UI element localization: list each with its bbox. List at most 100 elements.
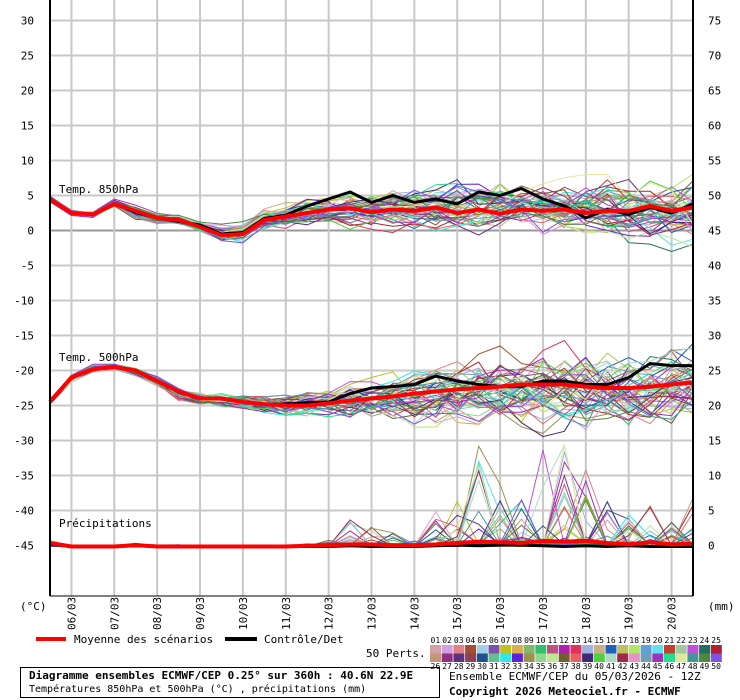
member-swatch (628, 653, 640, 662)
member-swatch (535, 653, 547, 662)
member-number: 05 (477, 636, 487, 645)
member-swatch (582, 653, 594, 662)
left-tick-label: -5 (21, 260, 34, 273)
member-number: 19 (641, 636, 651, 645)
date-tick-label: 17/03 (537, 597, 550, 630)
member-swatch (500, 645, 512, 654)
run-info: Ensemble ECMWF/CEP du 05/03/2026 - 12Z (449, 670, 701, 683)
member-number: 46 (665, 662, 675, 671)
member-swatch (628, 645, 640, 654)
member-swatch (488, 653, 500, 662)
member-swatch (699, 645, 711, 654)
member-number: 35 (536, 662, 546, 671)
member-number: 39 (583, 662, 593, 671)
member-swatch (640, 645, 652, 654)
date-tick-label: 18/03 (580, 597, 593, 630)
date-tick-label: 15/03 (451, 597, 464, 630)
member-swatch (675, 645, 687, 654)
member-number: 10 (536, 636, 546, 645)
member-swatch (687, 645, 699, 654)
member-swatch (664, 653, 675, 662)
member-t850-line (49, 194, 694, 225)
member-number: 11 (548, 636, 558, 645)
right-tick-label: 65 (708, 85, 721, 98)
member-swatch (570, 645, 582, 654)
member-swatch (710, 653, 722, 662)
member-number: 47 (676, 662, 686, 671)
title-box: Diagramme ensembles ECMWF/CEP 0.25° sur … (20, 667, 440, 698)
left-tick-label: 5 (27, 190, 34, 203)
member-swatch (511, 645, 523, 654)
member-number: 21 (665, 636, 675, 645)
member-number: 12 (559, 636, 569, 645)
member-number: 44 (641, 662, 651, 671)
member-swatch (617, 645, 629, 654)
member-swatch (570, 653, 582, 662)
left-tick-label: -40 (14, 505, 34, 518)
left-tick-label: -20 (14, 365, 34, 378)
left-tick-label: 10 (21, 155, 34, 168)
member-number: 01 (431, 636, 441, 645)
member-number: 43 (629, 662, 639, 671)
member-number: 14 (583, 636, 593, 645)
member-swatch (558, 653, 570, 662)
member-number: 30 (477, 662, 487, 671)
legend-perts-label: 50 Perts. (366, 647, 426, 660)
member-swatch (547, 653, 558, 662)
member-swatch (430, 653, 441, 662)
right-tick-label: 55 (708, 155, 721, 168)
member-number: 03 (454, 636, 464, 645)
left-tick-label: 25 (21, 50, 34, 63)
member-swatch (664, 645, 675, 654)
member-number: 08 (512, 636, 522, 645)
member-swatch (582, 645, 594, 654)
date-tick-label: 09/03 (194, 597, 207, 630)
right-tick-label: 75 (708, 15, 721, 28)
member-number: 40 (594, 662, 604, 671)
member-swatch (593, 653, 605, 662)
member-number: 29 (466, 662, 476, 671)
member-swatch (605, 653, 617, 662)
member-swatch (453, 653, 465, 662)
chart-title: Diagramme ensembles ECMWF/CEP 0.25° sur … (29, 669, 414, 682)
member-swatch (476, 645, 488, 654)
legend-mean-label: Moyenne des scénarios (74, 633, 213, 646)
member-number: 26 (431, 662, 441, 671)
date-tick-label: 06/03 (65, 597, 78, 630)
member-number: 07 (501, 636, 511, 645)
right-tick-label: 35 (708, 295, 721, 308)
member-number: 17 (618, 636, 628, 645)
member-swatch (465, 645, 477, 654)
member-legend: 01 26 02 27 03 28 04 29 05 30 06 31 07 32 08 33 09 34 10 35… (430, 636, 722, 671)
date-tick-label: 16/03 (494, 597, 507, 630)
panel-label-t500: Temp. 500hPa (59, 351, 138, 364)
member-swatch (500, 653, 512, 662)
member-t850-line (49, 190, 694, 235)
member-swatch (465, 653, 477, 662)
member-swatch (617, 653, 629, 662)
date-tick-label: 11/03 (280, 597, 293, 630)
date-tick-label: 14/03 (408, 597, 421, 630)
member-number: 31 (489, 662, 499, 671)
member-number: 32 (501, 662, 511, 671)
panel-label-t850: Temp. 850hPa (59, 183, 138, 196)
member-swatch (652, 645, 664, 654)
member-swatch (687, 653, 699, 662)
member-number: 02 (442, 636, 452, 645)
member-swatch (699, 653, 711, 662)
chart-subtitle: Températures 850hPa et 500hPa (°C) , pré… (29, 684, 367, 695)
mean-t850-line (48, 197, 694, 238)
left-tick-label: -25 (14, 400, 34, 413)
right-tick-label: 20 (708, 400, 721, 413)
right-tick-label: 40 (708, 260, 721, 273)
member-number: 15 (594, 636, 604, 645)
member-number: 09 (524, 636, 534, 645)
right-tick-label: 45 (708, 225, 721, 238)
member-number: 22 (676, 636, 686, 645)
member-number: 04 (466, 636, 476, 645)
left-tick-label: -35 (14, 470, 34, 483)
member-swatch (547, 645, 558, 654)
member-number: 36 (548, 662, 558, 671)
member-number: 50 (711, 662, 721, 671)
